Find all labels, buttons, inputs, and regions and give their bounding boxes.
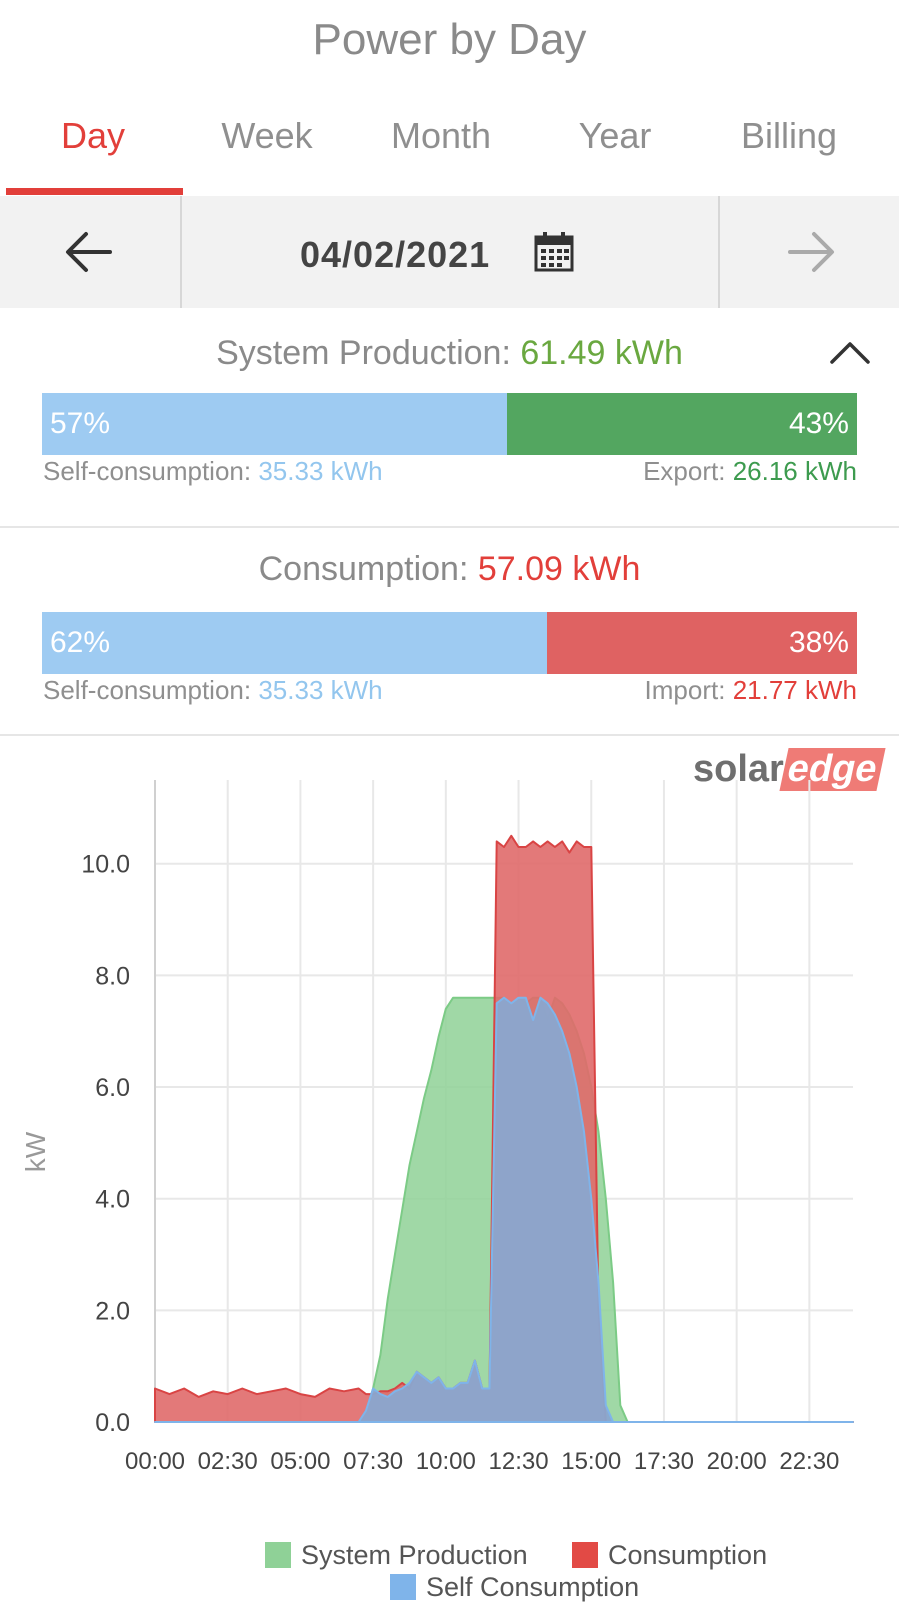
y-axis-label: kW [20,1131,51,1172]
production-section: System Production: 61.49 kWh 57% 43% Sel… [0,308,899,526]
self-consumption-value: 35.33 kWh [258,675,383,705]
self-consumption-label: Self-consumption: [43,675,252,705]
tab-week[interactable]: Week [221,115,313,156]
logo-solar: solar [693,748,784,790]
consumption-heading: Consumption: 57.09 kWh [0,550,899,589]
y-tick-label: 6.0 [95,1074,130,1102]
legend-swatch [572,1542,598,1568]
x-tick-label: 22:30 [779,1448,839,1475]
consumption-split-bar: 62% 38% [42,612,857,674]
self-consumption-value: 35.33 kWh [258,456,383,486]
legend-item-production[interactable]: System Production [265,1540,528,1571]
legend-label: Self Consumption [426,1572,640,1602]
production-label: System Production: [216,334,511,372]
y-tick-label: 4.0 [95,1186,130,1214]
export-info: Export: 26.16 kWh [643,456,857,487]
export-segment: 43% [506,393,857,455]
production-heading: System Production: 61.49 kWh [0,334,899,373]
y-tick-label: 0.0 [95,1409,130,1437]
tab-day[interactable]: Day [60,115,126,156]
legend-item-self-consumption[interactable]: Self Consumption [390,1572,639,1603]
import-segment: 38% [547,612,857,674]
export-label: Export: [643,456,726,486]
arrow-left-icon [66,232,112,272]
solaredge-logo: solaredge [693,748,886,791]
x-tick-label: 12:30 [489,1448,549,1475]
consumption-self-consumption: Self-consumption: 35.33 kWh [43,675,383,706]
calendar-icon[interactable] [533,231,575,273]
self-consumption-segment: 57% [42,393,507,455]
prev-day-button[interactable] [0,196,180,308]
x-tick-label: 02:30 [198,1448,258,1475]
y-tick-label: 10.0 [81,851,130,879]
export-value: 26.16 kWh [732,456,857,486]
period-tabs: Day Week Month Year Billing [0,100,899,196]
arrow-right-icon [788,232,834,272]
self-consumption-segment: 62% [42,612,548,674]
section-divider [0,734,899,736]
active-tab-indicator [6,188,183,195]
x-tick-label: 10:00 [416,1448,476,1475]
tab-billing[interactable]: Billing [740,115,838,156]
legend-label: System Production [301,1540,528,1570]
self-consumption-label: Self-consumption: [43,456,252,486]
tab-month[interactable]: Month [390,115,492,156]
legend-item-consumption[interactable]: Consumption [572,1540,767,1571]
y-tick-label: 2.0 [95,1297,130,1325]
consumption-label: Consumption: [258,550,469,588]
legend-swatch [265,1542,291,1568]
legend-swatch [390,1574,416,1600]
production-self-consumption: Self-consumption: 35.33 kWh [43,456,383,487]
page-title: Power by Day [312,15,587,64]
self-consumption-area [154,996,854,1423]
x-tick-label: 17:30 [634,1448,694,1475]
date-navigator: 04/02/2021 [0,196,899,308]
y-tick-label: 8.0 [95,962,130,990]
legend-label: Consumption [608,1540,768,1570]
production-value: 61.49 kWh [520,334,683,372]
nav-separator [180,196,182,308]
x-tick-label: 05:00 [270,1448,330,1475]
consumption-section: Consumption: 57.09 kWh 62% 38% Self-cons… [0,528,899,734]
x-tick-label: 07:30 [343,1448,403,1475]
x-tick-label: 20:00 [707,1448,767,1475]
power-chart: 0.0 2.0 4.0 6.0 8.0 10.0 00:00 02:30 05:00 07:30… [20,780,854,1475]
nav-separator [718,196,720,308]
import-value: 21.77 kWh [732,675,857,705]
x-tick-label: 15:00 [561,1448,621,1475]
x-tick-label: 00:00 [125,1448,185,1475]
next-day-button[interactable] [720,196,899,308]
import-label: Import: [644,675,726,705]
collapse-chevron-icon[interactable] [828,338,872,368]
import-info: Import: 21.77 kWh [645,675,857,706]
consumption-value: 57.09 kWh [477,550,641,588]
selected-date[interactable]: 04/02/2021 [300,234,491,275]
section-divider [0,526,899,528]
tab-year[interactable]: Year [578,115,652,156]
production-split-bar: 57% 43% [42,393,857,455]
